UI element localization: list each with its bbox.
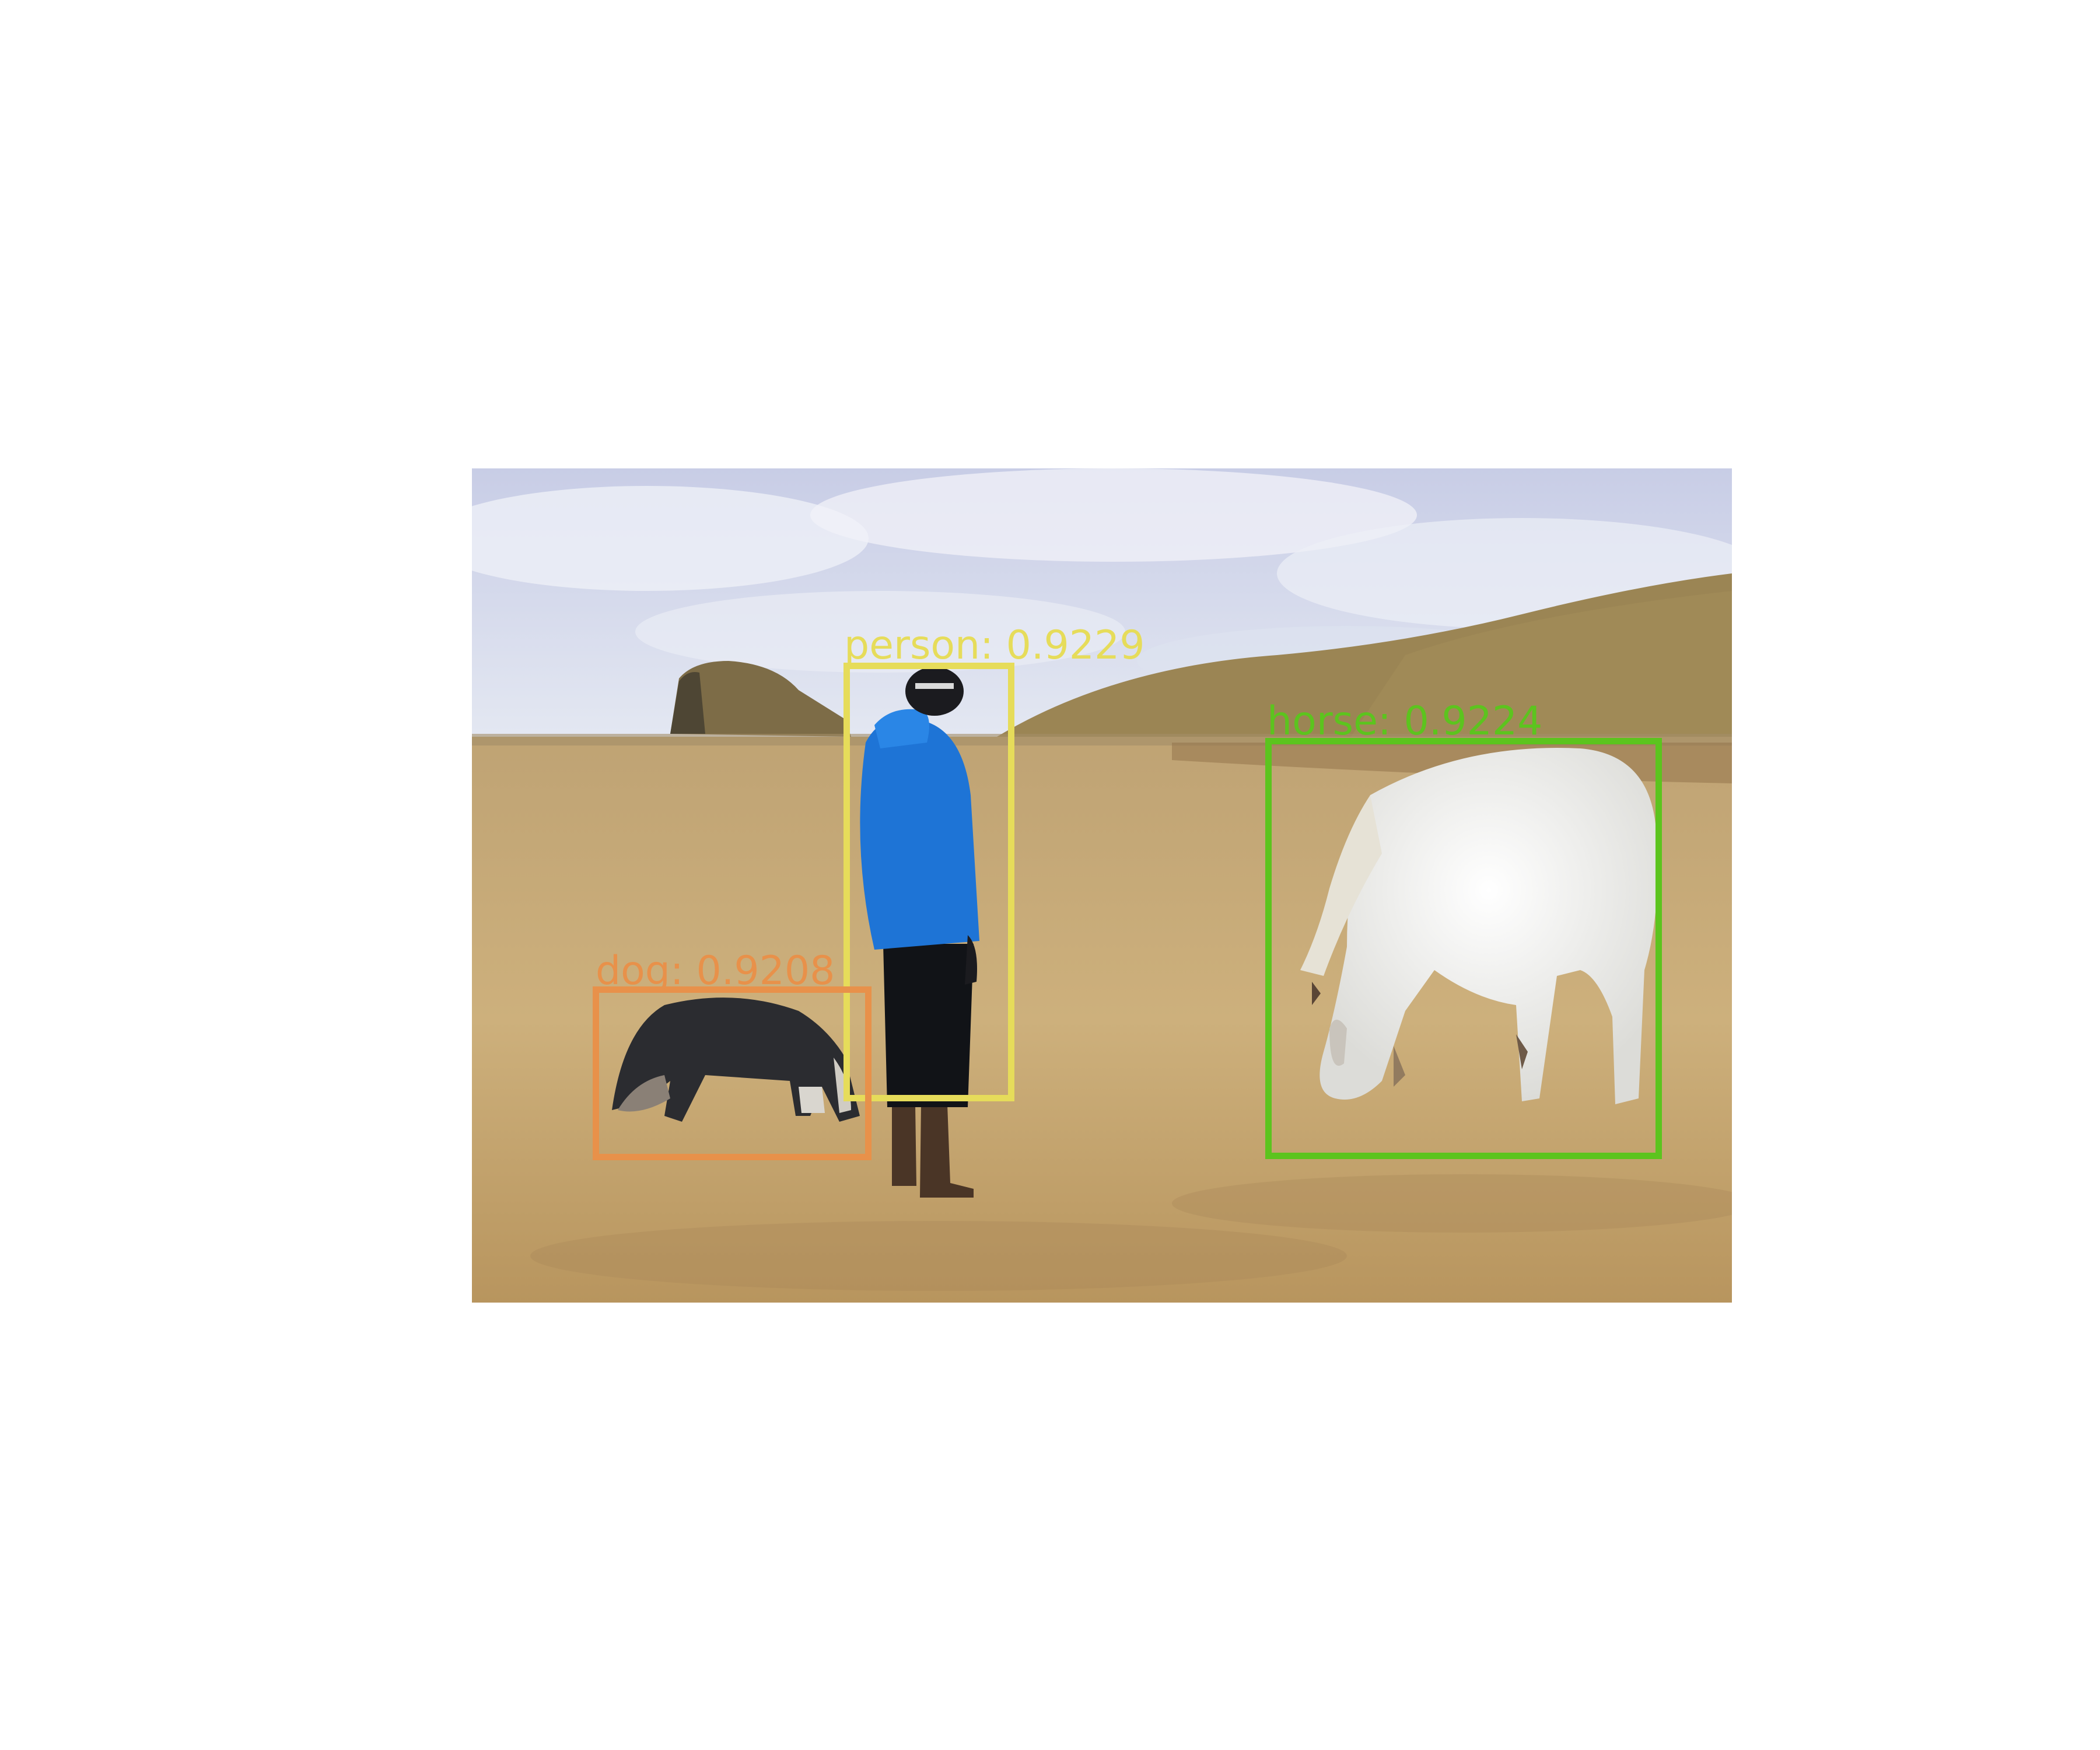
person-bounding-box [844,663,1014,1101]
horse [1300,748,1658,1104]
dog-bounding-box [593,986,872,1160]
cliff-face [670,672,705,734]
person [860,667,979,1198]
field-photo [472,468,1732,1303]
horse-detection-label: horse: 0.9224 [1267,698,1543,744]
cloud [472,486,869,591]
horse-bounding-box [1265,738,1662,1159]
photo-scene: person: 0.9229 horse: 0.9224 dog: 0.9208 [472,468,1732,1303]
person-detection-label: person: 0.9229 [844,622,1145,668]
rocky-headland [670,661,851,737]
dog [612,998,860,1122]
cloud [810,468,1417,562]
cloud [635,591,1125,673]
dog-detection-label: dog: 0.9208 [596,948,835,994]
